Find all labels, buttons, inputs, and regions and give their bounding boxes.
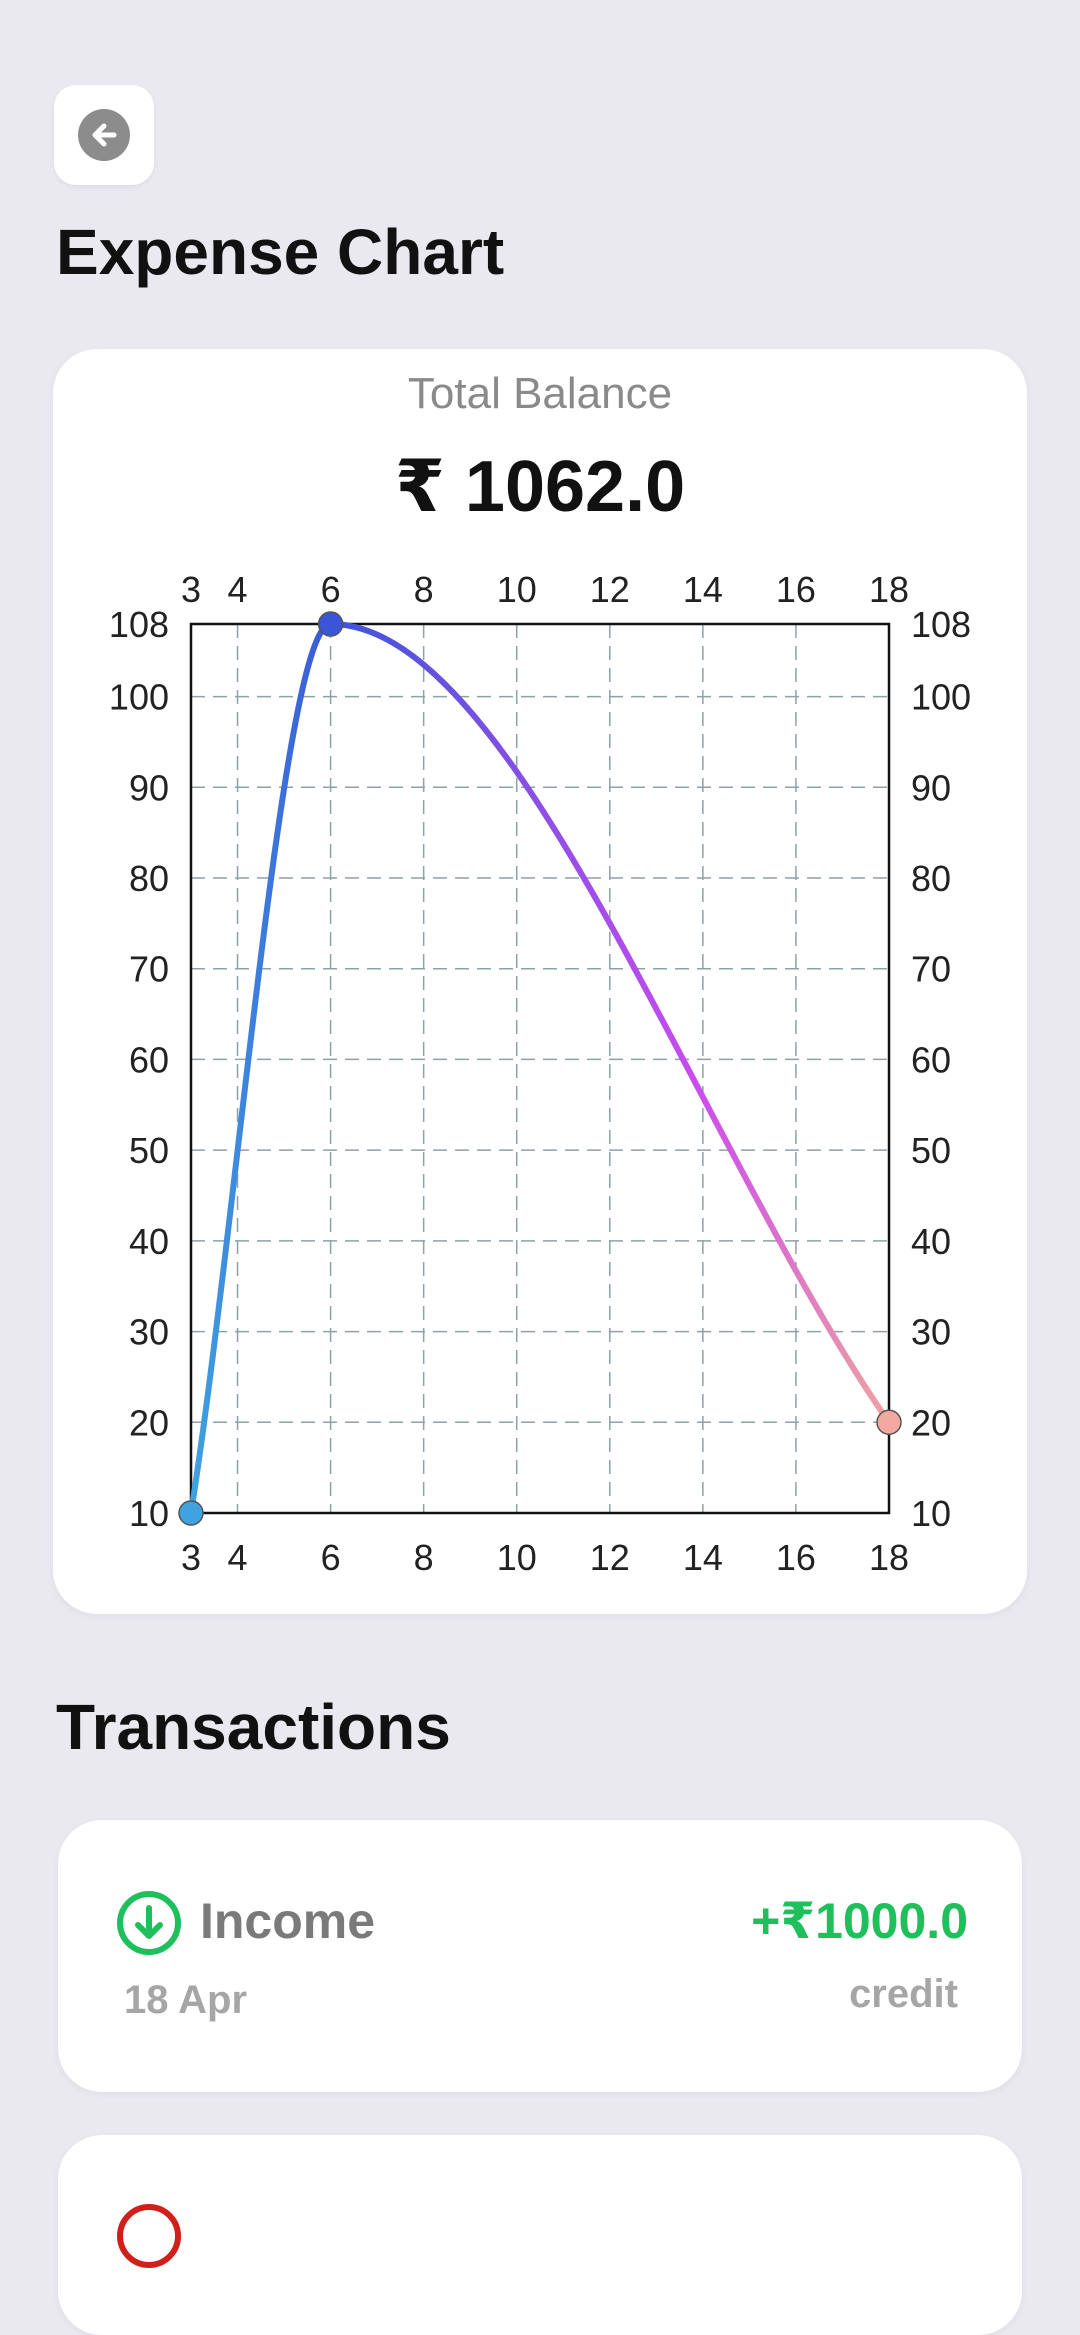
x-tick-label-top: 14: [683, 569, 723, 610]
x-tick-label-top: 4: [228, 569, 248, 610]
x-tick-label-top: 6: [321, 569, 341, 610]
transaction-card[interactable]: Income 18 Apr +₹1000.0 credit: [58, 1820, 1022, 2092]
y-tick-label-left: 90: [129, 767, 169, 808]
x-tick-label-top: 16: [776, 569, 816, 610]
y-tick-label-left: 20: [129, 1402, 169, 1443]
transactions-title: Transactions: [56, 1691, 451, 1763]
x-tick-label-top: 18: [869, 569, 909, 610]
x-tick-label-top: 8: [414, 569, 434, 610]
y-tick-label-right: 20: [911, 1402, 951, 1443]
y-tick-label-right: 100: [911, 677, 971, 718]
y-tick-label-left: 108: [109, 604, 169, 645]
balance-label: Total Balance: [407, 369, 673, 418]
x-tick-label-bottom: 8: [414, 1537, 434, 1578]
x-tick-label-bottom: 10: [497, 1537, 537, 1578]
x-tick-label-bottom: 6: [321, 1537, 341, 1578]
balance-value: ₹ 1062.0: [394, 447, 686, 527]
x-tick-label-bottom: 14: [683, 1537, 723, 1578]
arrow-left-icon: [78, 109, 130, 161]
data-point: [876, 1409, 902, 1436]
y-tick-label-right: 108: [911, 604, 971, 645]
transaction-type: credit: [849, 1972, 958, 2016]
y-tick-label-left: 100: [109, 677, 169, 718]
y-tick-label-left: 10: [129, 1493, 169, 1534]
y-tick-label-left: 30: [129, 1312, 169, 1353]
y-tick-label-right: 80: [911, 858, 951, 899]
y-tick-label-right: 60: [911, 1039, 951, 1080]
y-tick-label-left: 80: [129, 858, 169, 899]
y-tick-label-right: 10: [911, 1493, 951, 1534]
transaction-name: Income: [200, 1893, 376, 1949]
series-line: [188, 620, 892, 1516]
x-tick-label-bottom: 12: [590, 1537, 630, 1578]
x-tick-label-bottom: 3: [181, 1537, 201, 1578]
x-tick-label-top: 12: [590, 569, 630, 610]
y-tick-label-left: 70: [129, 949, 169, 990]
arrow-down-circle-icon: [117, 1891, 181, 1955]
y-tick-label-left: 50: [129, 1130, 169, 1171]
back-button[interactable]: [54, 85, 154, 185]
x-tick-label-bottom: 4: [228, 1537, 248, 1578]
transaction-date: 18 Apr: [124, 1978, 248, 2022]
arrow-up-circle-icon: [117, 2204, 181, 2268]
x-tick-label-bottom: 18: [869, 1537, 909, 1578]
x-tick-label-bottom: 16: [776, 1537, 816, 1578]
page-title: Expense Chart: [56, 216, 505, 288]
y-tick-label-right: 40: [911, 1221, 951, 1262]
x-tick-label-top: 3: [181, 569, 201, 610]
y-tick-label-left: 60: [129, 1039, 169, 1080]
transaction-card[interactable]: [58, 2135, 1022, 2335]
data-point: [178, 1500, 204, 1526]
y-tick-label-right: 70: [911, 949, 951, 990]
balance-chart-card: Total Balance ₹ 1062.0 3 3 4 4 6 6 8 8 10 10 12 12 1…: [53, 349, 1027, 1614]
y-tick-label-right: 90: [911, 767, 951, 808]
y-tick-label-right: 30: [911, 1312, 951, 1353]
y-tick-label-left: 40: [129, 1221, 169, 1262]
data-point: [317, 611, 344, 637]
plot-frame: [189, 622, 891, 1515]
y-tick-label-right: 50: [911, 1130, 951, 1171]
transaction-amount: +₹1000.0: [751, 1893, 968, 1949]
x-tick-label-top: 10: [497, 569, 537, 610]
